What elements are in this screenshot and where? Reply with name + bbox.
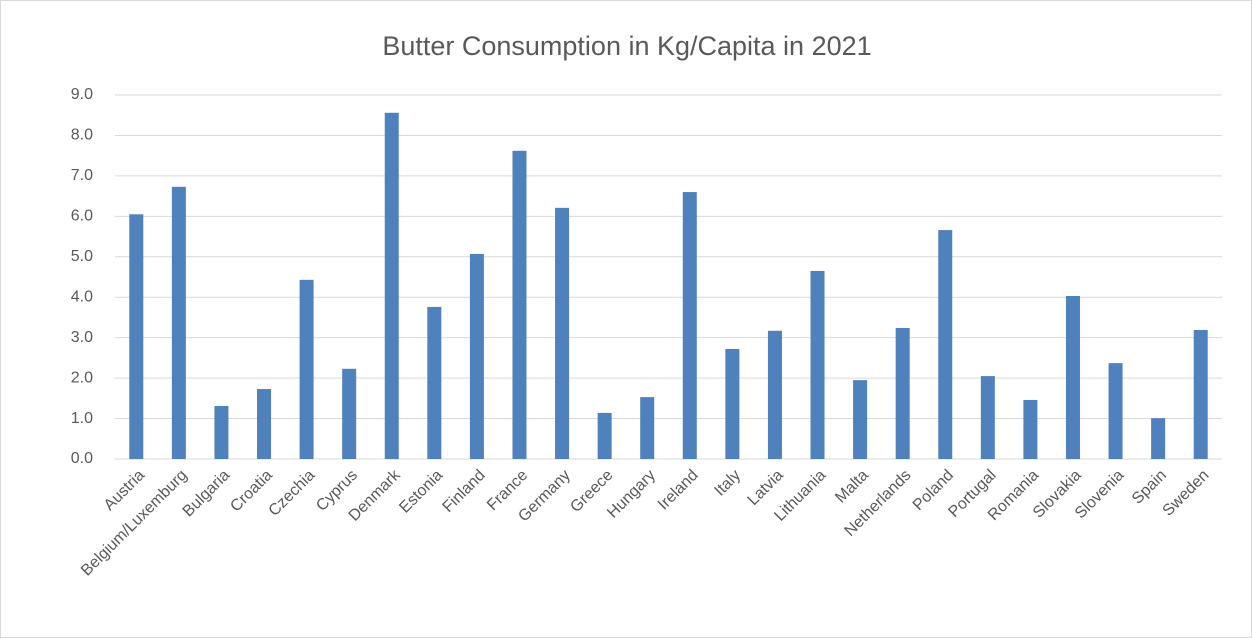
bar	[980, 376, 995, 459]
bar	[171, 186, 186, 459]
bar	[129, 214, 144, 459]
bar	[725, 348, 740, 459]
chart-title: Butter Consumption in Kg/Capita in 2021	[382, 31, 871, 61]
bar	[938, 230, 953, 459]
bar	[469, 253, 484, 459]
bar	[384, 112, 399, 459]
bar	[597, 412, 612, 459]
y-tick-label: 6.0	[71, 208, 93, 225]
bar	[895, 327, 910, 459]
y-tick-label: 9.0	[71, 86, 93, 103]
y-tick-label: 3.0	[71, 329, 93, 346]
bar	[767, 330, 782, 459]
bar	[682, 192, 697, 460]
y-tick-label: 2.0	[71, 369, 93, 386]
bar	[1108, 363, 1123, 459]
bar	[299, 279, 314, 459]
bar	[1023, 399, 1038, 459]
bar	[257, 389, 272, 459]
y-tick-label: 8.0	[71, 127, 93, 144]
bar	[640, 397, 655, 459]
y-tick-label: 7.0	[71, 167, 93, 184]
y-tick-label: 5.0	[71, 248, 93, 265]
bar	[853, 380, 868, 459]
y-tick-label: 0.0	[71, 450, 93, 467]
bar	[214, 406, 229, 459]
y-tick-label: 4.0	[71, 288, 93, 305]
bar	[1151, 418, 1166, 459]
bar	[810, 270, 825, 459]
bar	[512, 150, 527, 459]
y-tick-label: 1.0	[71, 410, 93, 427]
bar	[1193, 329, 1208, 459]
bar	[1065, 296, 1080, 459]
bar	[342, 368, 357, 459]
bar	[555, 207, 570, 459]
bar	[427, 306, 442, 459]
